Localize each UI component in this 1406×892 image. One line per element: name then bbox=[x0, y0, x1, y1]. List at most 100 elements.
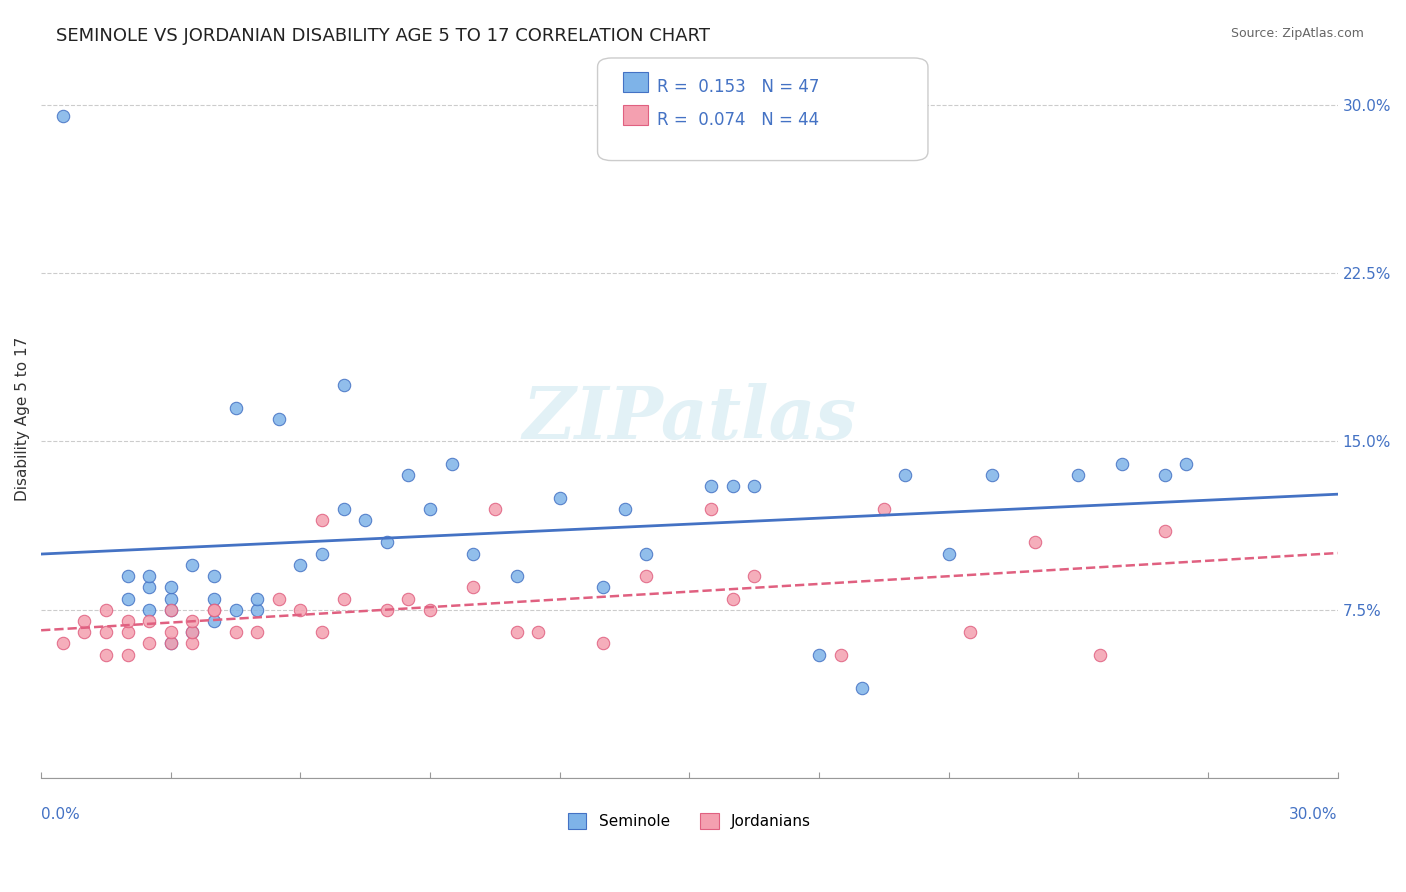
Point bbox=[225, 603, 247, 617]
Point bbox=[1111, 457, 1133, 471]
Point bbox=[73, 614, 96, 628]
Point bbox=[1153, 468, 1175, 483]
Point bbox=[830, 648, 852, 662]
Point bbox=[742, 479, 765, 493]
Point bbox=[94, 625, 117, 640]
Point bbox=[938, 547, 960, 561]
Point bbox=[159, 603, 181, 617]
Point bbox=[851, 681, 873, 696]
Point bbox=[138, 580, 160, 594]
Point bbox=[159, 636, 181, 650]
Text: R =  0.074   N = 44: R = 0.074 N = 44 bbox=[657, 111, 818, 128]
Point bbox=[440, 457, 463, 471]
Point bbox=[505, 569, 527, 583]
Point bbox=[52, 636, 75, 650]
Point bbox=[159, 603, 181, 617]
Point bbox=[202, 614, 225, 628]
Point bbox=[808, 648, 831, 662]
Point bbox=[246, 625, 269, 640]
Point bbox=[527, 625, 550, 640]
Point bbox=[354, 513, 377, 527]
Point bbox=[980, 468, 1002, 483]
Point bbox=[159, 580, 181, 594]
Point bbox=[159, 591, 181, 606]
Point bbox=[375, 535, 398, 549]
Point bbox=[419, 501, 441, 516]
Point bbox=[246, 591, 269, 606]
Point bbox=[202, 569, 225, 583]
Point bbox=[290, 558, 312, 572]
Point bbox=[332, 591, 354, 606]
Point bbox=[202, 603, 225, 617]
Point bbox=[419, 603, 441, 617]
Point bbox=[94, 648, 117, 662]
Point bbox=[117, 648, 139, 662]
Point bbox=[592, 580, 614, 594]
Point bbox=[894, 468, 917, 483]
Point bbox=[311, 625, 333, 640]
Point bbox=[138, 614, 160, 628]
Point bbox=[138, 569, 160, 583]
Point bbox=[202, 591, 225, 606]
Point bbox=[721, 479, 744, 493]
Point bbox=[159, 625, 181, 640]
Point bbox=[290, 603, 312, 617]
Point bbox=[225, 625, 247, 640]
Point bbox=[202, 603, 225, 617]
Point bbox=[1067, 468, 1090, 483]
Point bbox=[700, 479, 723, 493]
Point bbox=[117, 591, 139, 606]
Point bbox=[181, 625, 204, 640]
Text: Source: ZipAtlas.com: Source: ZipAtlas.com bbox=[1230, 27, 1364, 40]
Legend: Seminole, Jordanians: Seminole, Jordanians bbox=[562, 807, 817, 835]
Point bbox=[398, 468, 420, 483]
Point bbox=[548, 491, 571, 505]
Point bbox=[332, 501, 354, 516]
Point bbox=[117, 569, 139, 583]
Point bbox=[159, 636, 181, 650]
Text: R =  0.153   N = 47: R = 0.153 N = 47 bbox=[657, 78, 818, 95]
Point bbox=[311, 513, 333, 527]
Point bbox=[398, 591, 420, 606]
Point bbox=[959, 625, 981, 640]
Point bbox=[311, 547, 333, 561]
Point bbox=[138, 636, 160, 650]
Point bbox=[246, 603, 269, 617]
Point bbox=[181, 558, 204, 572]
Point bbox=[505, 625, 527, 640]
Point bbox=[267, 412, 290, 426]
Point bbox=[592, 636, 614, 650]
Point bbox=[1024, 535, 1046, 549]
Point bbox=[375, 603, 398, 617]
Point bbox=[1153, 524, 1175, 539]
Point bbox=[73, 625, 96, 640]
Text: 30.0%: 30.0% bbox=[1289, 807, 1337, 822]
Point bbox=[332, 378, 354, 392]
Point bbox=[700, 501, 723, 516]
Point bbox=[117, 614, 139, 628]
Point bbox=[117, 625, 139, 640]
Point bbox=[742, 569, 765, 583]
Point bbox=[181, 625, 204, 640]
Point bbox=[225, 401, 247, 415]
Point bbox=[463, 547, 485, 561]
Point bbox=[267, 591, 290, 606]
Point bbox=[1175, 457, 1198, 471]
Point bbox=[613, 501, 636, 516]
Text: SEMINOLE VS JORDANIAN DISABILITY AGE 5 TO 17 CORRELATION CHART: SEMINOLE VS JORDANIAN DISABILITY AGE 5 T… bbox=[56, 27, 710, 45]
Text: 0.0%: 0.0% bbox=[41, 807, 80, 822]
Point bbox=[181, 614, 204, 628]
Point bbox=[463, 580, 485, 594]
Point bbox=[484, 501, 506, 516]
Point bbox=[721, 591, 744, 606]
Point bbox=[94, 603, 117, 617]
Point bbox=[181, 636, 204, 650]
Point bbox=[636, 569, 658, 583]
Point bbox=[1088, 648, 1111, 662]
Text: ZIPatlas: ZIPatlas bbox=[522, 384, 856, 454]
Point bbox=[52, 109, 75, 123]
Point bbox=[138, 603, 160, 617]
Point bbox=[873, 501, 896, 516]
Y-axis label: Disability Age 5 to 17: Disability Age 5 to 17 bbox=[15, 337, 30, 501]
Point bbox=[636, 547, 658, 561]
